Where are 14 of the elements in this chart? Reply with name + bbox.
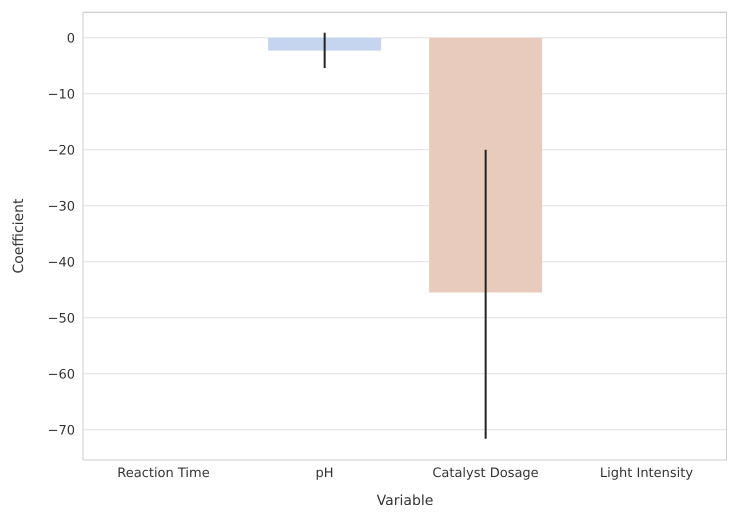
y-tick-label: −20 bbox=[48, 143, 75, 158]
x-tick-label: Reaction Time bbox=[117, 466, 210, 482]
x-tick-label: Light Intensity bbox=[600, 466, 694, 482]
y-tick-label: −70 bbox=[48, 423, 75, 438]
y-tick-label: −30 bbox=[48, 199, 75, 214]
y-tick-label: −10 bbox=[48, 87, 75, 102]
y-tick-label: −60 bbox=[48, 367, 75, 382]
y-tick-label: 0 bbox=[66, 31, 75, 46]
y-tick-label: −40 bbox=[48, 255, 75, 270]
y-tick-label: −50 bbox=[48, 311, 75, 326]
x-tick-label: Catalyst Dosage bbox=[432, 466, 539, 482]
x-axis-title: Variable bbox=[376, 493, 434, 509]
x-tick-label: pH bbox=[315, 466, 334, 482]
y-axis-title: Coefficient bbox=[10, 198, 27, 274]
